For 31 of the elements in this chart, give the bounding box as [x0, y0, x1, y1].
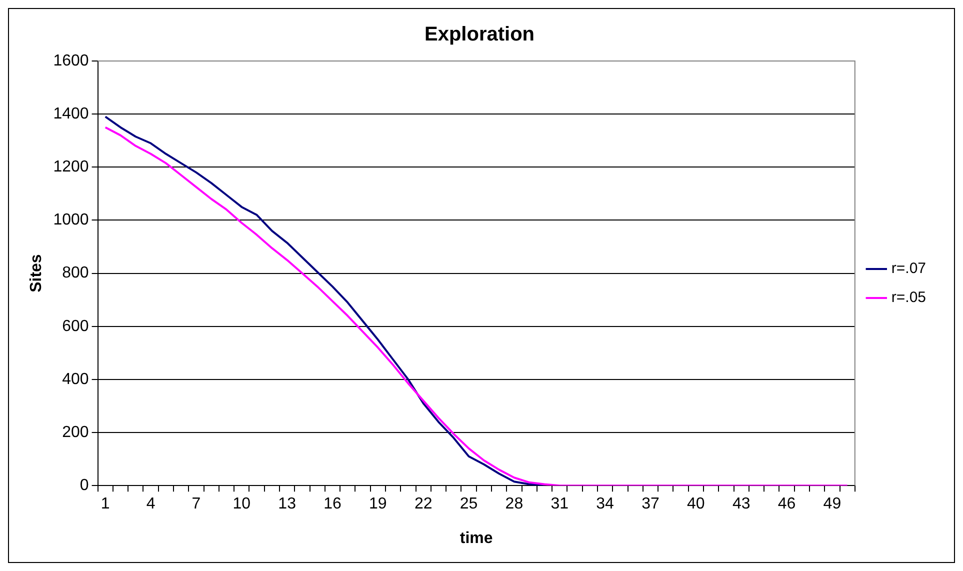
y-tick-label: 1600	[53, 52, 89, 70]
y-tick-label: 800	[62, 264, 89, 282]
x-axis-title: time	[460, 530, 493, 547]
x-tick-label: 31	[550, 496, 569, 513]
x-tick-label: 7	[192, 496, 201, 513]
x-tick-label: 28	[505, 496, 524, 513]
legend-label: r=.05	[891, 289, 926, 306]
y-tick-label: 1000	[53, 212, 89, 229]
x-tick-label: 10	[232, 496, 251, 513]
y-tick-label: 600	[62, 318, 89, 335]
x-tick-label: 25	[460, 496, 478, 513]
x-tick-label: 43	[732, 496, 750, 513]
x-tick-label: 37	[642, 496, 660, 513]
x-tick-label: 13	[278, 496, 296, 513]
x-tick-label: 16	[324, 496, 342, 513]
x-tick-label: 46	[778, 496, 796, 513]
y-tick-label: 1200	[53, 158, 89, 176]
x-tick-label: 19	[369, 496, 387, 513]
y-tick-label: 0	[80, 477, 89, 494]
y-axis-title: Sites	[28, 254, 46, 292]
x-tick-label: 4	[146, 496, 156, 513]
x-tick-label: 1	[100, 496, 110, 513]
chart-title: Exploration	[424, 24, 535, 46]
y-tick-label: 400	[62, 370, 89, 388]
legend-label: r=.07	[891, 260, 926, 278]
y-tick-label: 1400	[53, 105, 89, 122]
x-tick-label: 34	[596, 496, 614, 513]
y-tick-label: 200	[62, 424, 89, 441]
x-tick-label: 22	[414, 496, 432, 513]
x-tick-label: 40	[687, 496, 705, 513]
x-tick-label: 49	[823, 496, 842, 513]
